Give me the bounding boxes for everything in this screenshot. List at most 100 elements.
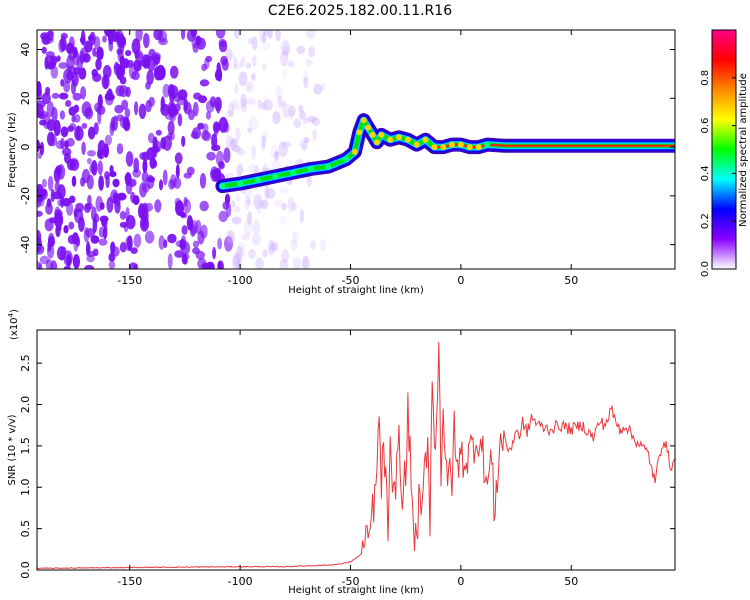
snr-x-tick-label: 0 bbox=[457, 575, 464, 588]
noise-blob bbox=[180, 241, 191, 255]
noise-blob bbox=[265, 188, 276, 199]
noise-blob bbox=[201, 63, 208, 72]
noise-blob bbox=[117, 192, 127, 201]
colorbar-tick-label: 0.2 bbox=[700, 213, 711, 229]
noise-blob bbox=[169, 174, 177, 189]
noise-blob bbox=[177, 113, 183, 127]
noise-blob bbox=[144, 230, 155, 244]
noise-blob bbox=[124, 174, 129, 181]
noise-blob bbox=[243, 188, 254, 199]
noise-blob bbox=[311, 117, 320, 126]
noise-blob bbox=[116, 143, 124, 155]
ridge-point bbox=[457, 141, 464, 148]
spectrogram-x-ticks: -150 -100 -50 0 50 bbox=[117, 30, 578, 287]
noise-blob bbox=[64, 152, 71, 164]
noise-blob bbox=[154, 199, 162, 213]
noise-blob bbox=[234, 83, 239, 95]
noise-blob bbox=[192, 42, 199, 54]
noise-blob bbox=[167, 233, 177, 244]
noise-blob bbox=[260, 101, 266, 111]
noise-blob bbox=[59, 110, 66, 120]
colorbar: 0.0 0.2 0.4 0.6 0.8 Normalized spectral ampl… bbox=[700, 29, 749, 277]
noise-blob bbox=[142, 159, 148, 174]
noise-blob bbox=[240, 93, 247, 108]
noise-blob bbox=[303, 76, 309, 89]
noise-blob bbox=[125, 207, 130, 222]
spectrogram-x-tick-label: 0 bbox=[457, 274, 464, 287]
noise-blob bbox=[280, 50, 289, 67]
noise-blob bbox=[281, 202, 287, 211]
noise-blob bbox=[192, 101, 199, 117]
noise-blob bbox=[169, 65, 179, 79]
noise-blob bbox=[298, 104, 304, 113]
noise-blob bbox=[190, 131, 199, 139]
noise-blob bbox=[279, 186, 289, 195]
noise-blob bbox=[98, 147, 103, 160]
noise-blob bbox=[245, 81, 254, 93]
snr-y-ticks: 0.0 0.5 1.0 1.5 2.0 2.5 bbox=[19, 354, 675, 579]
noise-blob bbox=[167, 83, 175, 98]
noise-blob bbox=[83, 227, 90, 243]
spectrogram-y-tick-label: 40 bbox=[19, 43, 32, 57]
noise-blob bbox=[251, 73, 256, 81]
noise-blob bbox=[98, 238, 108, 246]
noise-blob bbox=[124, 108, 131, 119]
noise-blob bbox=[160, 137, 167, 150]
noise-blob bbox=[228, 102, 235, 118]
noise-blob bbox=[261, 135, 266, 148]
noise-blob bbox=[119, 116, 128, 129]
noise-blob bbox=[247, 127, 253, 134]
noise-blob bbox=[277, 95, 283, 109]
noise-blob bbox=[53, 120, 61, 136]
noise-blob bbox=[125, 151, 134, 167]
noise-blob bbox=[158, 179, 164, 191]
noise-blob bbox=[104, 134, 112, 146]
noise-blob bbox=[121, 99, 129, 111]
ridge-point bbox=[219, 183, 226, 190]
noise-blob bbox=[133, 59, 142, 72]
noise-blob bbox=[141, 54, 151, 69]
noise-blob bbox=[241, 99, 248, 113]
colorbar-tick-label: 0.6 bbox=[700, 118, 711, 134]
noise-blob bbox=[192, 240, 200, 248]
noise-blob bbox=[63, 225, 69, 234]
noise-blob bbox=[272, 111, 281, 125]
noise-blob bbox=[273, 199, 283, 208]
ridge-point bbox=[272, 173, 279, 180]
noise-blob bbox=[218, 116, 228, 133]
noise-blob bbox=[148, 48, 156, 61]
spectrogram-frame bbox=[36, 29, 676, 270]
noise-blob bbox=[211, 144, 221, 152]
noise-blob bbox=[308, 46, 316, 58]
noise-blob bbox=[97, 160, 104, 176]
noise-blob bbox=[201, 130, 210, 141]
noise-blob bbox=[118, 85, 129, 98]
noise-blob bbox=[37, 192, 45, 207]
noise-blob bbox=[231, 99, 238, 111]
noise-blob bbox=[142, 203, 148, 214]
noise-blob bbox=[181, 253, 190, 260]
noise-blob bbox=[95, 58, 102, 71]
noise-blob bbox=[131, 38, 141, 55]
snr-x-tick-label: -50 bbox=[341, 575, 359, 588]
noise-blob bbox=[177, 89, 188, 101]
noise-blob bbox=[128, 262, 138, 269]
noise-blob bbox=[120, 66, 126, 77]
spectrogram-x-tick-label: -50 bbox=[341, 274, 359, 287]
noise-blob bbox=[244, 195, 250, 210]
noise-blob bbox=[260, 143, 266, 151]
noise-blob bbox=[46, 131, 55, 147]
noise-blob bbox=[261, 31, 267, 44]
noise-blob bbox=[237, 241, 246, 257]
noise-blob bbox=[186, 30, 197, 42]
noise-blob bbox=[84, 40, 93, 53]
noise-blob bbox=[274, 151, 279, 159]
noise-blob bbox=[255, 257, 264, 269]
noise-blob bbox=[225, 172, 234, 179]
noise-blob bbox=[167, 253, 173, 269]
noise-blob bbox=[212, 121, 220, 134]
noise-blob bbox=[251, 55, 257, 67]
noise-blob bbox=[238, 71, 248, 87]
colorbar-frame bbox=[711, 29, 737, 270]
